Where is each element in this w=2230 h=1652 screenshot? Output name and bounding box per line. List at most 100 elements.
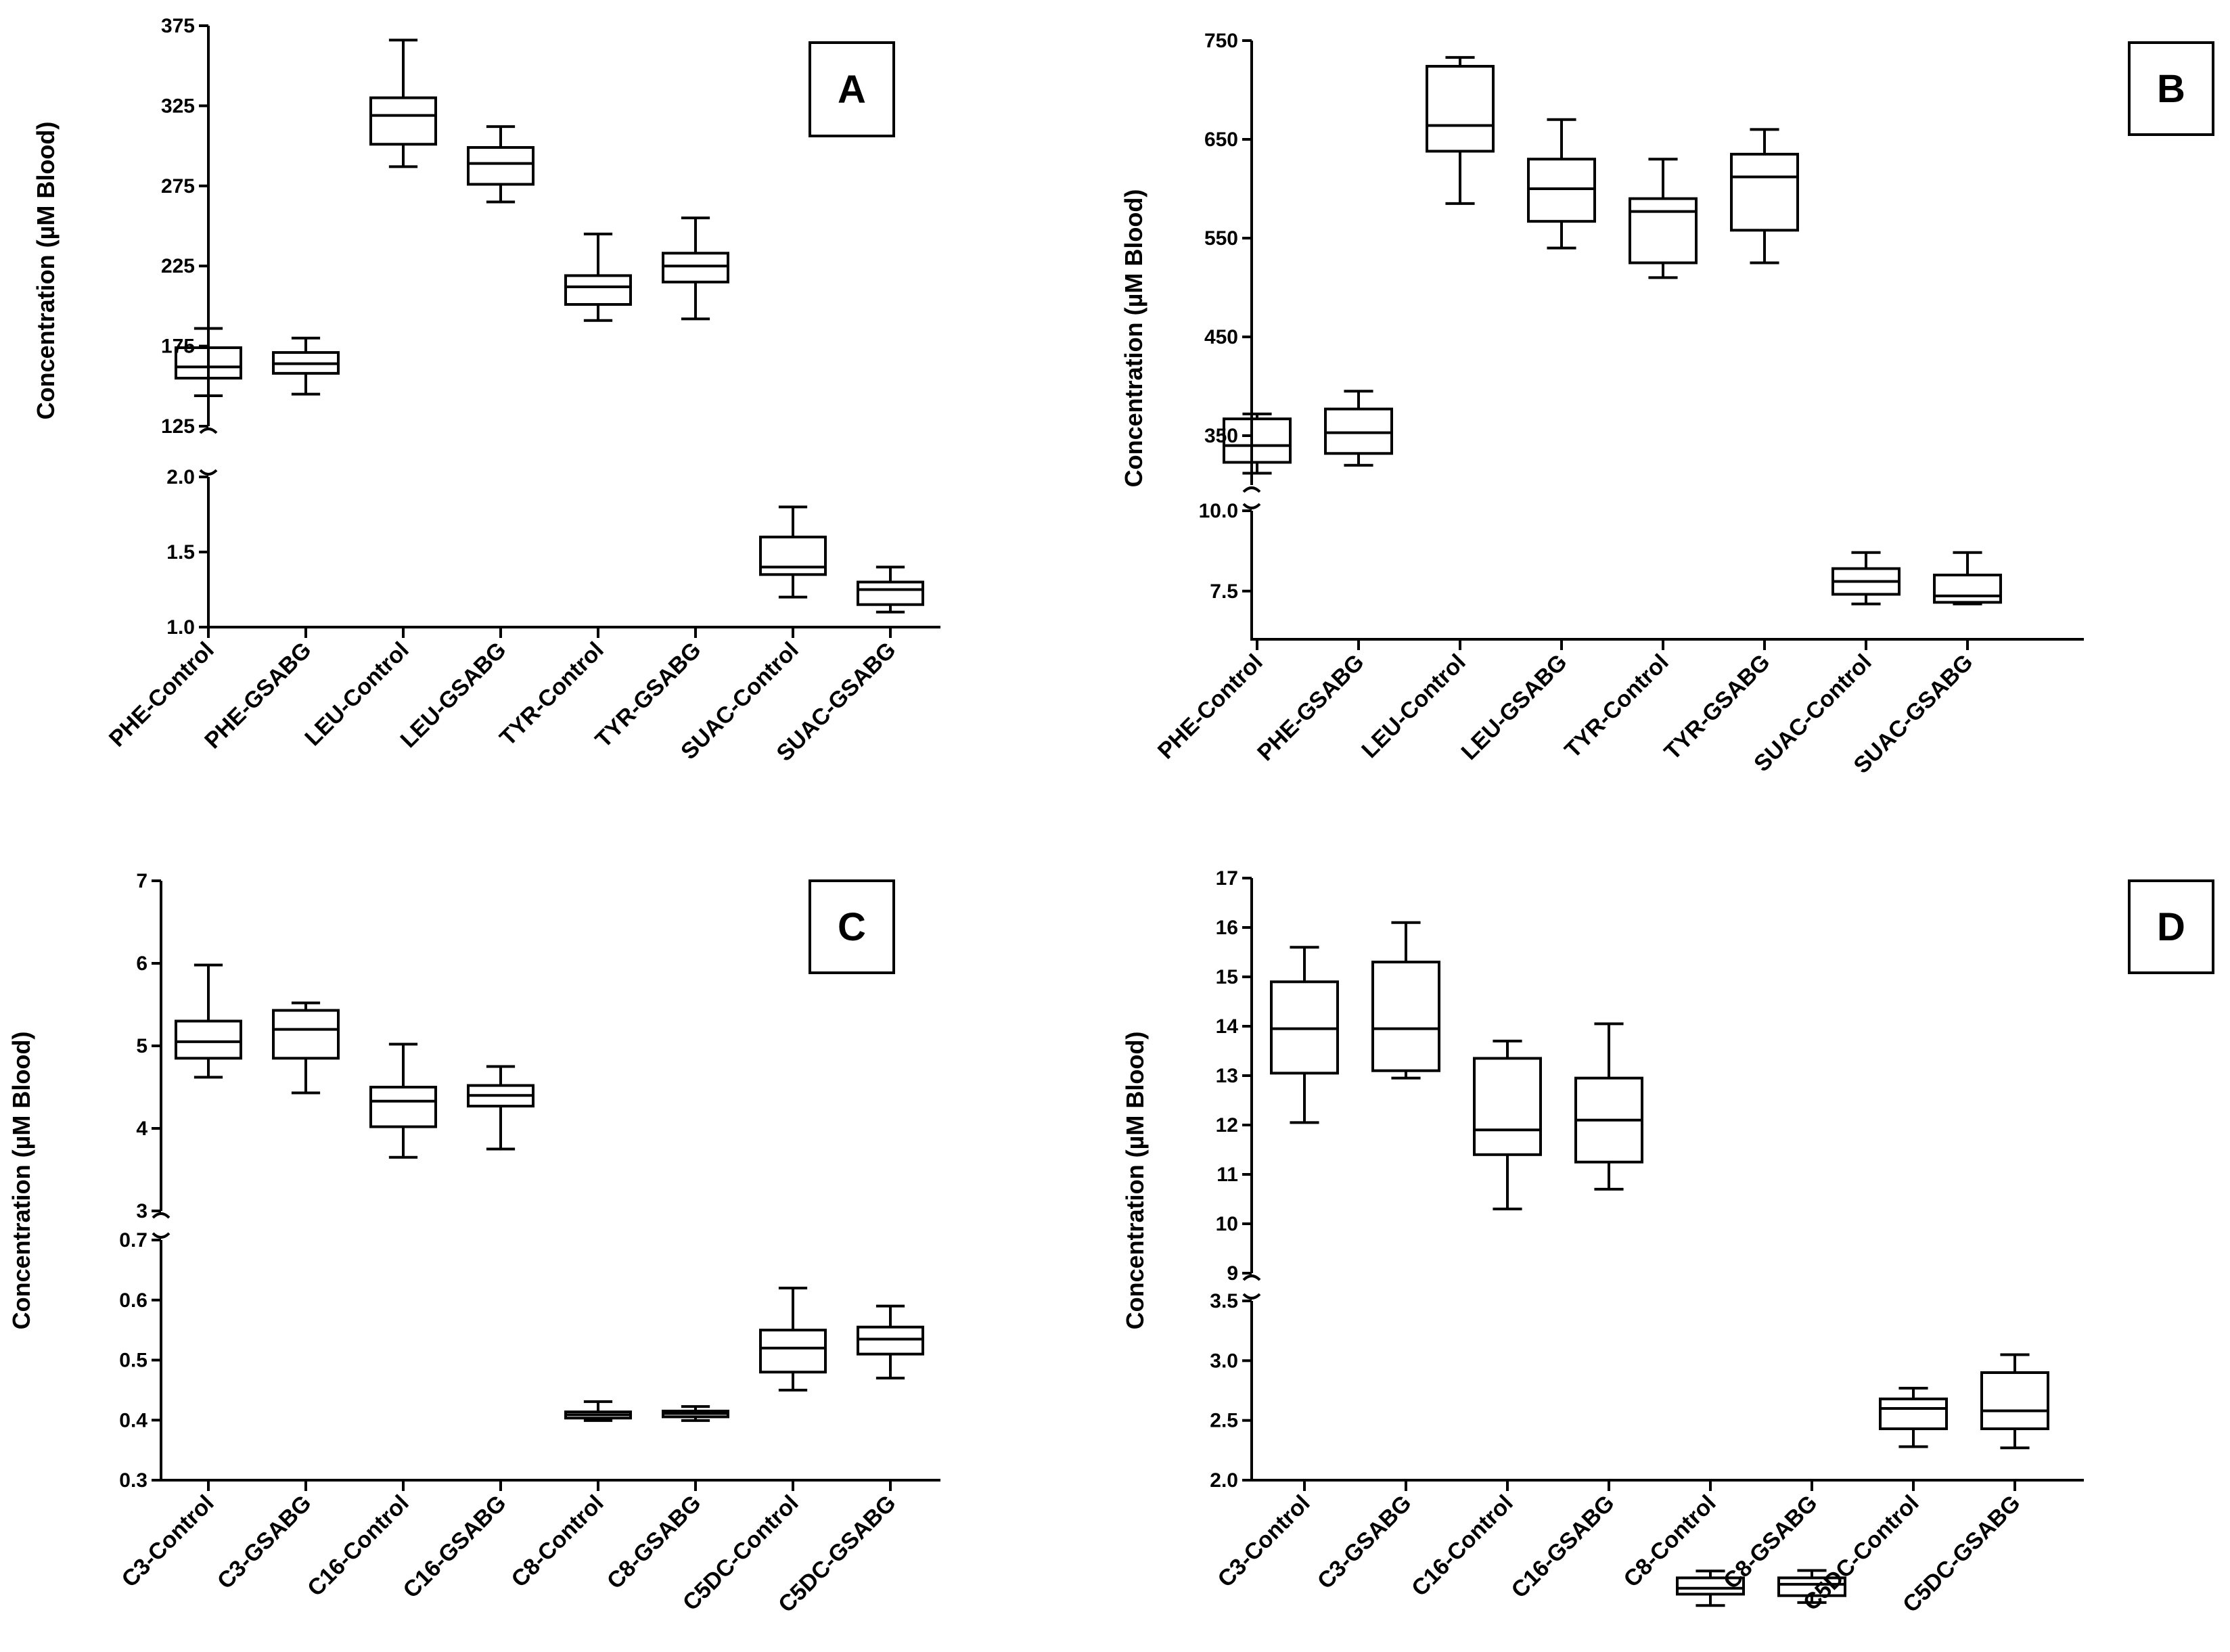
box-body xyxy=(1879,1397,1948,1431)
box-body xyxy=(1730,152,1799,232)
y-tick-label: 15 xyxy=(1216,966,1238,988)
y-tick-label: 3.5 xyxy=(1210,1290,1238,1312)
box-body xyxy=(759,1329,827,1374)
box-body xyxy=(1324,407,1393,455)
box-body xyxy=(1527,158,1596,223)
y-tick-label: 3.0 xyxy=(1210,1350,1238,1372)
y-tick-label: 0.6 xyxy=(119,1289,147,1312)
y-tick-label: 2.0 xyxy=(1210,1469,1238,1492)
box-suac-control xyxy=(759,505,827,599)
panel-d: 9 10 11 12 13 14 15 16 17 2.0 2.5 3.0 3.5 Concentrati… xyxy=(1121,867,2214,1617)
x-category-label: PHE-GSABG xyxy=(1252,649,1369,766)
axis-break-mark xyxy=(199,469,218,476)
box-body xyxy=(272,1009,340,1060)
panel-letter: D xyxy=(2157,905,2185,949)
y-tick-label: 350 xyxy=(1204,425,1238,447)
y-axis-label: Concentration (µM Blood) xyxy=(32,122,60,420)
y-tick-label: 375 xyxy=(161,15,195,37)
box-c3-control xyxy=(175,963,242,1079)
box-c8-control xyxy=(1676,1569,1745,1607)
box-c3-control xyxy=(1270,946,1339,1124)
x-category-label: PHE-Control xyxy=(1153,649,1268,764)
y-axis-label: Concentration (µM Blood) xyxy=(1121,1032,1149,1330)
y-tick-label: 16 xyxy=(1216,917,1238,939)
y-tick-label: 3 xyxy=(136,1200,147,1222)
x-category-label: C16-GSABG xyxy=(399,1490,511,1603)
y-tick-label: 225 xyxy=(161,255,195,277)
y-tick-label: 12 xyxy=(1216,1114,1238,1137)
box-body xyxy=(467,145,534,186)
box-suac-gsabg xyxy=(1933,551,2002,605)
x-category-label: C16-GSABG xyxy=(1507,1490,1620,1603)
y-tick-label: 13 xyxy=(1216,1065,1238,1087)
box-c3-gsabg xyxy=(272,1001,340,1095)
y-tick-label: 275 xyxy=(161,175,195,198)
x-category-label: C16-Control xyxy=(302,1490,413,1601)
box-c5dc-control xyxy=(759,1287,827,1392)
y-tick-label: 10 xyxy=(1216,1213,1238,1235)
x-category-label: LEU-Control xyxy=(1357,649,1470,763)
y-tick-label: 17 xyxy=(1216,867,1238,890)
y-tick-label: 7 xyxy=(136,870,147,892)
y-tick-label: 6 xyxy=(136,953,147,975)
y-tick-label: 0.3 xyxy=(119,1469,147,1492)
x-category-label: TYR-Control xyxy=(1560,649,1673,763)
axis-break-mark xyxy=(1242,1275,1261,1281)
panel-a: 1251752252753253751.01.52.0Concentration… xyxy=(32,15,940,766)
axis-break-mark xyxy=(1242,1293,1261,1300)
box-phe-control xyxy=(175,327,242,398)
y-tick-label: 450 xyxy=(1204,326,1238,348)
box-c5dc-gsabg xyxy=(857,1304,924,1380)
y-tick-label: 14 xyxy=(1216,1015,1239,1038)
box-c8-gsabg xyxy=(1777,1569,1846,1604)
panel-b: 350 450 550 650 750 7.5 10.0 Concentration (µM … xyxy=(1120,30,2214,779)
box-c16-control xyxy=(1473,1039,1542,1211)
x-category-label: C8-GSABG xyxy=(602,1490,706,1594)
box-c16-gsabg xyxy=(467,1065,534,1151)
y-tick-label: 750 xyxy=(1204,30,1238,52)
box-body xyxy=(564,274,632,306)
x-category-label: C3-GSABG xyxy=(212,1490,317,1594)
axis-break-mark xyxy=(1242,486,1261,493)
axis-break-mark xyxy=(1242,503,1261,509)
y-tick-label: 2.5 xyxy=(1210,1410,1238,1432)
y-tick-label: 1.5 xyxy=(166,541,195,564)
box-body xyxy=(1371,961,1440,1072)
y-tick-label: 0.4 xyxy=(119,1409,147,1431)
y-tick-label: 4 xyxy=(136,1118,147,1140)
y-tick-label: 650 xyxy=(1204,129,1238,151)
y-axis-label: Concentration (µM Blood) xyxy=(7,1032,35,1330)
y-tick-label: 2.0 xyxy=(166,466,195,488)
panel-letter-box xyxy=(2128,879,2214,974)
box-suac-gsabg xyxy=(857,566,924,614)
box-tyr-control xyxy=(1629,158,1698,279)
axis-break-mark xyxy=(152,1212,170,1219)
panel-letter: C xyxy=(838,905,866,949)
box-body xyxy=(759,535,827,576)
box-body xyxy=(662,252,729,283)
box-c16-control xyxy=(369,1042,437,1159)
y-tick-label: 325 xyxy=(161,95,195,117)
box-c16-gsabg xyxy=(1574,1022,1643,1191)
box-c3-gsabg xyxy=(1371,921,1440,1080)
box-body xyxy=(857,1325,924,1356)
y-tick-label: 5 xyxy=(136,1035,147,1057)
panel-letter: A xyxy=(838,68,866,112)
box-c5dc-control xyxy=(1879,1386,1948,1448)
y-tick-label: 550 xyxy=(1204,227,1238,250)
box-leu-gsabg xyxy=(1527,118,1596,250)
x-category-label: C3-GSABG xyxy=(1313,1490,1417,1594)
box-tyr-control xyxy=(564,232,632,322)
x-category-label: C3-Control xyxy=(117,1490,219,1592)
box-leu-gsabg xyxy=(467,125,534,204)
box-body xyxy=(1473,1057,1542,1156)
y-tick-label: 11 xyxy=(1216,1164,1238,1186)
panel-letter-box xyxy=(809,41,895,137)
box-body xyxy=(1629,197,1698,265)
box-body xyxy=(369,1086,437,1128)
panel-letter-box xyxy=(809,879,895,974)
x-category-label: C8-Control xyxy=(507,1490,609,1592)
y-tick-label: 0.7 xyxy=(119,1229,147,1252)
x-category-label: TYR-GSABG xyxy=(1660,649,1775,765)
